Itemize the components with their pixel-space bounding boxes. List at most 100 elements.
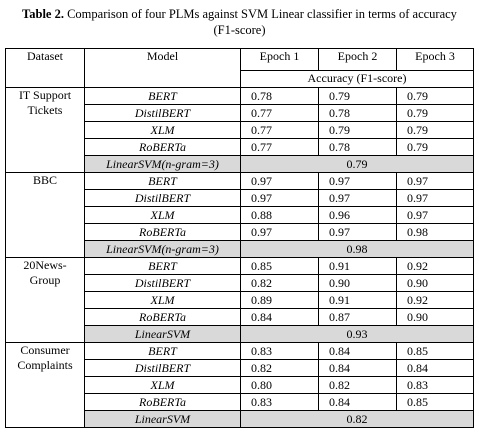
score-cell: 0.84 [318, 342, 397, 360]
score-cell: 0.91 [318, 257, 397, 275]
score-cell: 0.78 [240, 87, 319, 105]
score-cell: 0.79 [396, 121, 474, 139]
score-cell: 0.82 [240, 410, 474, 428]
score-cell: 0.82 [318, 376, 397, 394]
dataset-cell: 20News-Group [5, 257, 85, 343]
score-cell: 0.83 [240, 342, 319, 360]
model-cell: LinearSVM [84, 410, 241, 428]
subheader-cell: Accuracy (F1-score) [240, 69, 474, 89]
score-cell: 0.77 [240, 104, 319, 122]
score-cell: 0.97 [240, 223, 319, 241]
baseline-row: LinearSVM(n-gram=3) 0.98 [6, 240, 474, 258]
data-row: XLM 0.88 0.96 0.97 [6, 206, 474, 224]
caption: Table 2. Comparison of four PLMs against… [20, 6, 460, 44]
data-row: Consumer Complaints BERT 0.83 0.84 0.85 [5, 342, 474, 428]
header-cell: Epoch 3 [396, 48, 474, 71]
score-cell: 0.97 [318, 172, 397, 190]
score-cell: 0.84 [396, 359, 474, 377]
data-row: 20News-Group BERT 0.85 0.91 0.92 [5, 257, 474, 343]
model-cell: XLM [84, 376, 241, 394]
data-row: IT Support Tickets BERT 0.78 0.79 0.79 [5, 87, 474, 173]
score-cell: 0.85 [396, 342, 474, 360]
model-cell: BERT [84, 257, 241, 275]
score-cell: 0.93 [240, 325, 474, 343]
model-cell: RoBERTa [84, 223, 241, 241]
score-cell: 0.97 [240, 189, 319, 207]
data-row: BBC BERT 0.97 0.97 0.97 [5, 172, 474, 258]
model-cell: BERT [84, 87, 241, 105]
score-cell: 0.96 [318, 206, 397, 224]
score-cell: 0.79 [396, 104, 474, 122]
score-cell: 0.88 [240, 206, 319, 224]
model-cell: DistilBERT [84, 189, 241, 207]
score-cell: 0.83 [240, 393, 319, 411]
model-cell: LinearSVM(n-gram=3) [84, 155, 241, 173]
data-row: DistilBERT 0.82 0.84 0.84 [6, 359, 474, 377]
score-cell: 0.97 [396, 206, 474, 224]
score-cell: 0.84 [318, 359, 397, 377]
header-cell: Epoch 1 [240, 48, 319, 71]
model-cell: BERT [84, 342, 241, 360]
caption-label: Table 2. [22, 7, 64, 21]
model-cell: XLM [84, 121, 241, 139]
score-cell: 0.79 [318, 87, 397, 105]
score-cell: 0.89 [240, 291, 319, 309]
model-cell: RoBERTa [84, 393, 241, 411]
model-cell: DistilBERT [84, 359, 241, 377]
subheader-row: Accuracy (F1-score) [6, 69, 474, 89]
model-cell: DistilBERT [84, 104, 241, 122]
dataset-cell: Consumer Complaints [5, 342, 85, 428]
score-cell: 0.83 [396, 376, 474, 394]
dataset-cell: BBC [5, 172, 85, 258]
model-cell: LinearSVM(n-gram=3) [84, 240, 241, 258]
results-table: Dataset Model Epoch 1 Epoch 2 Epoch 3 Accurac… [5, 48, 474, 428]
data-row: DistilBERT 0.77 0.78 0.79 [6, 104, 474, 122]
table-body: Dataset Model Epoch 1 Epoch 2 Epoch 3 Accurac… [5, 48, 474, 428]
model-cell: RoBERTa [84, 308, 241, 326]
score-cell: 0.85 [396, 393, 474, 411]
score-cell: 0.97 [396, 189, 474, 207]
page: Table 2. Comparison of four PLMs against… [0, 6, 479, 444]
data-row: RoBERTa 0.83 0.84 0.85 [6, 393, 474, 411]
score-cell: 0.90 [396, 308, 474, 326]
score-cell: 0.77 [240, 138, 319, 156]
dataset-cell: IT Support Tickets [5, 87, 85, 173]
data-row: RoBERTa 0.77 0.78 0.79 [6, 138, 474, 156]
score-cell: 0.97 [318, 189, 397, 207]
score-cell: 0.79 [396, 138, 474, 156]
score-cell: 0.92 [396, 257, 474, 275]
score-cell: 0.92 [396, 291, 474, 309]
score-cell: 0.79 [396, 87, 474, 105]
score-cell: 0.78 [318, 138, 397, 156]
score-cell: 0.79 [240, 155, 474, 173]
score-cell: 0.97 [396, 172, 474, 190]
data-row: RoBERTa 0.97 0.97 0.98 [6, 223, 474, 241]
score-cell: 0.82 [240, 274, 319, 292]
header-cell: Epoch 2 [318, 48, 397, 71]
data-row: DistilBERT 0.82 0.90 0.90 [6, 274, 474, 292]
score-cell: 0.82 [240, 359, 319, 377]
baseline-row: LinearSVM 0.82 [6, 410, 474, 428]
model-cell: RoBERTa [84, 138, 241, 156]
header-cell: Model [84, 48, 241, 88]
score-cell: 0.91 [318, 291, 397, 309]
baseline-row: LinearSVM 0.93 [6, 325, 474, 343]
caption-text: Comparison of four PLMs against SVM Line… [67, 7, 457, 37]
model-cell: BERT [84, 172, 241, 190]
score-cell: 0.97 [240, 172, 319, 190]
model-cell: DistilBERT [84, 274, 241, 292]
score-cell: 0.85 [240, 257, 319, 275]
baseline-row: LinearSVM(n-gram=3) 0.79 [6, 155, 474, 173]
score-cell: 0.90 [396, 274, 474, 292]
score-cell: 0.79 [318, 121, 397, 139]
score-cell: 0.77 [240, 121, 319, 139]
data-row: RoBERTa 0.84 0.87 0.90 [6, 308, 474, 326]
model-cell: LinearSVM [84, 325, 241, 343]
score-cell: 0.78 [318, 104, 397, 122]
data-row: XLM 0.80 0.82 0.83 [6, 376, 474, 394]
score-cell: 0.98 [396, 223, 474, 241]
score-cell: 0.90 [318, 274, 397, 292]
model-cell: XLM [84, 291, 241, 309]
header-cell: Dataset [5, 48, 85, 88]
score-cell: 0.84 [240, 308, 319, 326]
